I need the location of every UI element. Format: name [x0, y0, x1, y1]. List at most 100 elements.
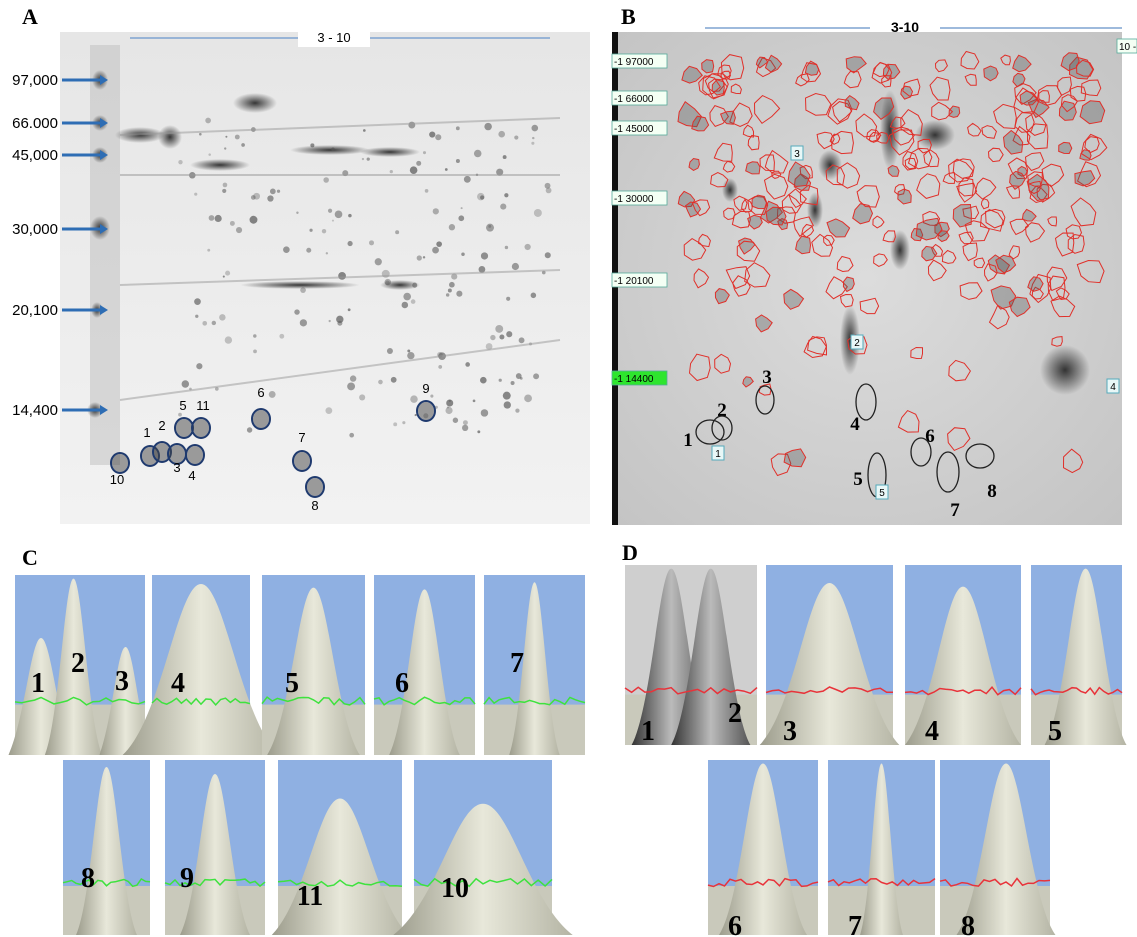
gel-spot — [473, 399, 476, 402]
gel-spot — [225, 336, 232, 343]
spot-label: 6 — [925, 426, 935, 447]
peak-label: 2 — [71, 648, 85, 679]
gel-spot — [524, 394, 532, 402]
gel-spot — [194, 193, 197, 196]
gel-spot — [481, 252, 488, 259]
spot-tag: 4 — [1110, 382, 1116, 393]
gel-spot — [407, 349, 410, 352]
peak-label: 10 — [441, 873, 469, 904]
gel-spot — [222, 189, 226, 193]
gel-spot — [445, 168, 448, 171]
ph-range: 3 - 10 — [317, 30, 350, 45]
gel-spot — [410, 395, 418, 403]
gel-spot — [402, 421, 405, 424]
gel-spot — [515, 409, 519, 413]
edge-label: -1 66000 — [614, 94, 654, 105]
gel-spot — [465, 362, 470, 367]
gel-spot — [417, 255, 422, 260]
spot-outline — [888, 166, 899, 177]
gel-spot — [300, 287, 306, 293]
peak-label: 8 — [961, 911, 975, 937]
gel-spot — [498, 131, 505, 138]
gel-spot — [453, 418, 458, 423]
mw-marker: 20,100 — [12, 302, 58, 319]
gel-spot — [500, 204, 506, 210]
peak-label: 5 — [285, 668, 299, 699]
spot-mark — [193, 419, 209, 437]
peak-label: 1 — [641, 716, 655, 747]
mw-marker: 14,400 — [12, 402, 58, 419]
gel-spot — [360, 147, 420, 157]
mw-marker: 97,000 — [12, 72, 58, 89]
gel-spot — [423, 151, 426, 154]
gel-spot — [533, 373, 539, 379]
gel-spot — [461, 253, 464, 256]
peak-label: 6 — [728, 911, 742, 937]
gel-spot — [511, 381, 515, 385]
gel-spot — [279, 334, 284, 339]
gel-spot — [532, 125, 539, 132]
gel-spot — [534, 209, 542, 217]
gel-spot — [202, 321, 207, 326]
spot-mark — [418, 402, 434, 420]
gel-spot — [506, 297, 510, 301]
gel-spot — [233, 93, 277, 113]
spot-outline — [752, 195, 767, 209]
gel-spot — [458, 215, 464, 221]
gel-spot — [435, 134, 441, 140]
gel-spot — [490, 335, 495, 340]
gel-spot — [504, 193, 508, 197]
gel-spot — [194, 298, 201, 305]
gel-spot — [415, 414, 417, 416]
gel-spot — [190, 159, 250, 171]
gel-spot — [349, 433, 354, 438]
gel-spot — [393, 422, 397, 426]
gel-spot — [429, 131, 435, 137]
figure: A3 - 1097,00066.00045,00030,00020,10014,… — [0, 0, 1137, 937]
gel-spot — [267, 195, 273, 201]
gel-spot — [250, 216, 258, 224]
gel-spot — [219, 314, 225, 320]
gel-spot — [178, 413, 182, 417]
spot-label: 2 — [717, 400, 727, 421]
spot-mark — [112, 454, 128, 472]
spot-mark — [176, 419, 192, 437]
gel-spot — [446, 400, 453, 407]
gel-spot — [461, 207, 463, 209]
gel-spot — [432, 247, 439, 254]
gel-spot — [499, 335, 504, 340]
spot-outline — [702, 60, 714, 73]
gel-spot — [223, 276, 225, 278]
gel-spot — [269, 391, 276, 398]
gel-spot — [395, 230, 399, 234]
gel-spot — [322, 229, 326, 233]
gel-spot — [503, 155, 507, 159]
gel-spot — [247, 427, 252, 432]
peak — [123, 584, 280, 755]
mw-marker: 45,000 — [12, 147, 58, 164]
panel-label: A — [22, 4, 38, 29]
peak-label: 7 — [510, 648, 524, 679]
gel-spot — [499, 379, 502, 382]
gel-spot — [449, 224, 455, 230]
spot-label: 1 — [143, 425, 150, 440]
gel-spot — [411, 299, 416, 304]
spot-label: 3 — [173, 460, 180, 475]
gel-spot — [310, 143, 314, 147]
peak-label: 1 — [31, 668, 45, 699]
ladder-lane — [90, 45, 120, 465]
gel-spot — [505, 246, 508, 249]
gel-spot — [296, 212, 298, 214]
edge-label: -1 20100 — [614, 276, 654, 287]
gel-spot — [456, 159, 460, 163]
gel-spot — [545, 252, 551, 258]
gel-spot — [456, 291, 462, 297]
gel-spot — [525, 244, 531, 250]
peak-label: 6 — [395, 668, 409, 699]
spot-label: 11 — [196, 398, 210, 413]
spot-label: 4 — [188, 468, 195, 483]
gel-spot — [294, 309, 299, 314]
spot-outline — [1059, 142, 1072, 153]
spot-label: 4 — [850, 414, 860, 435]
spot-label: 3 — [762, 367, 772, 388]
